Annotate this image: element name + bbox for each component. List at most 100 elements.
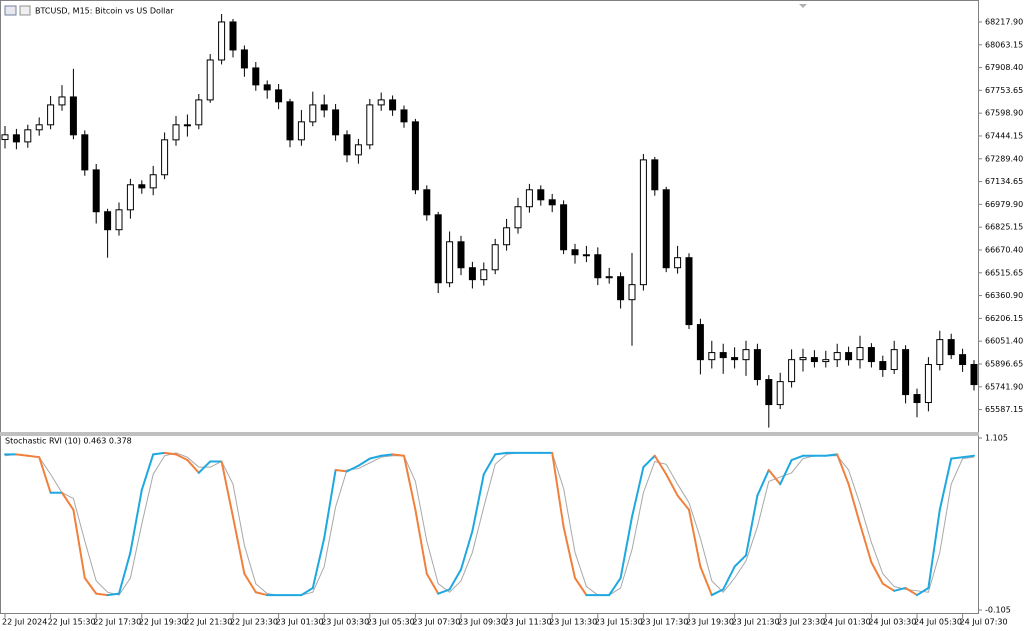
main-line-segment [403, 454, 417, 511]
x-tick-label: 23 Jul 21:30 [732, 618, 780, 627]
candle-body [560, 204, 568, 251]
main-line-segment [232, 515, 246, 575]
candle-body [104, 211, 112, 231]
x-tick-label: 23 Jul 01:30 [276, 618, 324, 627]
main-line-segment [688, 508, 702, 568]
candle-body [810, 357, 818, 363]
candle-body [788, 359, 796, 383]
main-line-segment [790, 454, 804, 462]
status-icon [19, 5, 31, 16]
candle-body [947, 339, 955, 356]
x-tick-label: 23 Jul 09:30 [458, 618, 506, 627]
candle-body [594, 254, 602, 279]
candle-body [731, 357, 739, 361]
candle-body [377, 99, 385, 106]
candle-body [833, 352, 841, 361]
main-line-segment [186, 459, 200, 474]
x-tick-label: 23 Jul 07:30 [412, 618, 460, 627]
x-tick-label: 23 Jul 03:30 [321, 618, 369, 627]
y-tick-label: 67289.40 [985, 154, 1023, 163]
main-line-segment [471, 473, 485, 533]
candle-body [719, 352, 727, 359]
y-tick-label: 66670.40 [985, 245, 1023, 254]
main-line-segment [311, 537, 326, 589]
main-line-segment [767, 468, 782, 486]
main-line-segment [83, 577, 98, 595]
main-line-segment [197, 460, 212, 474]
main-line-segment [106, 592, 120, 597]
main-line-segment [61, 491, 75, 511]
candle-body [12, 134, 20, 143]
x-tick-label: 23 Jul 23:30 [777, 618, 825, 627]
main-line-segment [870, 561, 884, 585]
y-tick-label: 68063.15 [985, 40, 1023, 49]
candle-body [400, 109, 408, 123]
candle-body [879, 361, 887, 371]
main-line-segment [847, 483, 861, 525]
candle-body [138, 184, 146, 189]
main-line-segment [460, 530, 474, 571]
main-line-segment [745, 494, 759, 557]
main-line-segment [574, 577, 588, 597]
y-tick-label: 66206.15 [985, 314, 1023, 323]
y-tick-label: 65741.90 [985, 382, 1023, 391]
candle-body [434, 214, 442, 284]
main-line-segment [346, 464, 360, 473]
candle-body [183, 124, 191, 127]
main-line-segment [676, 494, 690, 511]
candle-body [913, 394, 921, 404]
main-line-segment [494, 451, 508, 456]
x-tick-label: 24 Jul 01:30 [823, 618, 871, 627]
candle-body [753, 349, 761, 381]
candle-body [924, 364, 932, 404]
candle-body [548, 199, 556, 206]
candle-body [902, 349, 910, 396]
candle-body [776, 381, 784, 406]
main-line-segment [300, 586, 314, 597]
main-line-segment [710, 588, 725, 597]
x-tick-label: 24 Jul 07:30 [960, 618, 1008, 627]
candle-body [708, 352, 716, 361]
main-line-segment [152, 451, 166, 456]
candle-body [411, 121, 419, 191]
candle-body [115, 209, 123, 231]
y-tick-label: 68217.90 [985, 17, 1023, 26]
candle-body [24, 129, 32, 143]
main-line-segment [368, 454, 383, 460]
candle-body [582, 254, 590, 257]
candle-body [92, 169, 100, 213]
main-line-segment [15, 453, 29, 457]
candle-body [457, 241, 465, 269]
main-line-segment [380, 453, 394, 457]
candle-body [639, 159, 647, 286]
main-line-segment [562, 525, 576, 580]
y-tick-label: -0.105 [985, 606, 1011, 615]
y-tick-label: 66360.90 [985, 291, 1023, 300]
x-tick-label: 23 Jul 17:30 [640, 618, 688, 627]
y-tick-label: 66979.90 [985, 200, 1023, 209]
main-line-segment [175, 453, 189, 462]
x-tick-label: 23 Jul 15:30 [595, 618, 643, 627]
candle-body [47, 104, 55, 126]
candle-body [58, 96, 66, 106]
candle-body [240, 49, 248, 69]
main-line-segment [665, 473, 679, 497]
main-line-segment [243, 572, 257, 594]
x-tick-label: 24 Jul 05:30 [914, 618, 962, 627]
main-line-segment [950, 456, 964, 460]
candle-body [81, 134, 89, 171]
y-tick-label: 1.105 [985, 434, 1008, 443]
main-line-segment [608, 577, 622, 597]
y-tick-label: 66051.40 [985, 337, 1023, 346]
main-line-segment [163, 451, 177, 456]
y-tick-label: 67753.65 [985, 86, 1023, 95]
main-line-segment [722, 565, 736, 591]
candle-body [867, 347, 875, 363]
candle-body [845, 352, 853, 361]
candle-body [309, 104, 317, 123]
candle-body [822, 359, 830, 363]
candle-body [252, 67, 260, 86]
candle-body [685, 257, 693, 326]
candle-body [263, 84, 271, 91]
candle-body [571, 249, 579, 256]
